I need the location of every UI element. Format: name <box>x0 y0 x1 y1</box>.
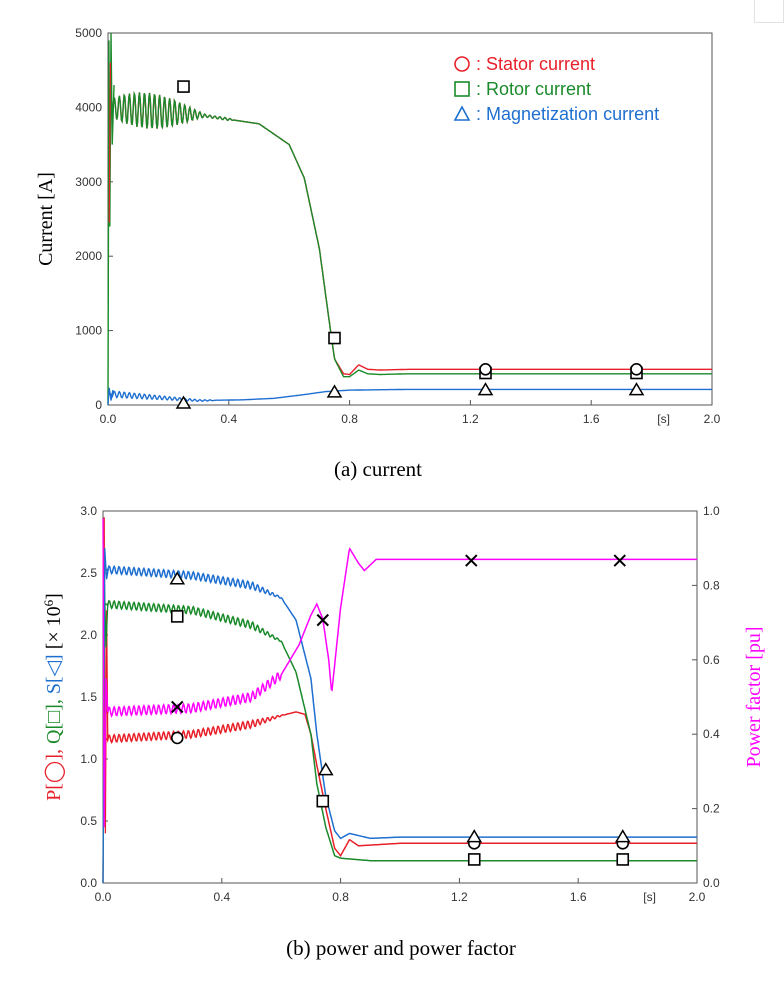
chart-current: 0.0 0.4 0.8 1.2 1.6 2.0 0 1000 2000 3000 4000 5000 [… <box>35 26 721 481</box>
marker-square <box>616 853 630 866</box>
marker-square <box>328 331 341 345</box>
marker-square <box>316 794 330 808</box>
marker-triangle <box>466 829 483 843</box>
x-tick-label: 1.2 <box>462 412 479 426</box>
marker-square <box>170 610 184 623</box>
y-axis-label-part: ◯ <box>43 761 65 783</box>
y-axis-label-part: 6 <box>41 599 56 606</box>
stator-startup-spike <box>108 62 112 223</box>
y-tick-label: 1.0 <box>80 752 97 766</box>
x-tick-label: 0.4 <box>213 890 230 904</box>
marker-triangle <box>628 382 645 396</box>
x-tick-label: 0.4 <box>220 412 237 426</box>
y-tick-label: 3000 <box>75 175 102 189</box>
marker-square <box>177 80 190 93</box>
y-axis-label-part: ◁ <box>43 660 65 676</box>
caption-a: (a) current <box>334 457 422 481</box>
marker-square <box>467 853 481 866</box>
plot-frame <box>107 32 713 406</box>
marker-triangle <box>614 829 631 843</box>
marker-triangle <box>175 395 192 409</box>
y-axis-label: Current [A] <box>35 172 57 266</box>
y2-tick-label: 0.4 <box>703 727 720 741</box>
y-tick-label: 0 <box>95 398 102 412</box>
y2-tick-label: 0.8 <box>703 578 720 592</box>
legend-label: : Stator current <box>476 54 595 74</box>
x-tick-label: 0.0 <box>95 890 112 904</box>
series-line-p <box>102 711 697 857</box>
y-axis-label-part: ], <box>43 744 65 761</box>
series-line-magnetization-current <box>107 388 712 403</box>
y2-axis-label: Power factor [pu] <box>743 626 765 767</box>
marker-circle <box>630 362 643 376</box>
y-tick-label: 3.0 <box>80 504 97 518</box>
marker-cross <box>171 700 184 714</box>
series-line-stator-current <box>107 90 712 376</box>
legend-triangle-icon <box>453 105 471 121</box>
y2-tick-label: 0.0 <box>703 876 720 890</box>
chart-power: 0.0 0.4 0.8 1.2 1.6 2.00.00.51.01.52.02.53.00… <box>41 504 766 960</box>
y-tick-label: 1000 <box>75 324 102 338</box>
y2-tick-label: 0.2 <box>703 802 720 816</box>
legend-label: : Rotor current <box>476 79 591 99</box>
y-tick-label: 0.0 <box>80 876 97 890</box>
legend-label: : Magnetization current <box>476 104 659 124</box>
marker-triangle <box>317 762 334 776</box>
y-axis-label-part: ] <box>43 649 65 661</box>
y-axis-label-part: S[ <box>43 676 65 694</box>
magnetization-startup-spike <box>107 387 114 406</box>
y2-tick-label: 1.0 <box>703 504 720 518</box>
y-tick-label: 0.5 <box>80 814 97 828</box>
marker-circle <box>170 731 184 745</box>
x-tick-label: 2.0 <box>689 890 706 904</box>
y-axis-label-part: ], <box>43 694 65 711</box>
y-axis-label-part: □ <box>43 711 65 723</box>
y-axis-label: P[◯], Q[□], S[◁] [× 106] <box>41 593 66 801</box>
y-tick-label: 2.0 <box>80 628 97 642</box>
legend-circle-icon <box>454 56 470 72</box>
series-line-power-factor <box>103 547 697 718</box>
marker-cross <box>613 554 626 567</box>
x-tick-label: 1.6 <box>570 890 587 904</box>
x-tick-label: 0.0 <box>100 412 117 426</box>
marker-cross <box>465 554 478 567</box>
marker-triangle <box>477 382 494 396</box>
y2-tick-label: 0.6 <box>703 653 720 667</box>
y-axis-label-part: ] <box>43 593 65 600</box>
x-tick-label: 1.2 <box>451 890 468 904</box>
y-axis-label-part: Q[ <box>43 723 65 744</box>
series-line-rotor-current <box>107 90 712 378</box>
y-tick-label: 2000 <box>75 249 102 263</box>
x-unit-label: [s] <box>657 412 670 426</box>
y-axis-label-part: [× 10 <box>43 606 65 649</box>
series-line-q <box>103 599 697 862</box>
marker-triangle <box>326 384 343 398</box>
legend-square-icon <box>454 81 470 97</box>
x-tick-label: 2.0 <box>704 412 721 426</box>
x-unit-label: [s] <box>643 890 656 904</box>
y-tick-label: 1.5 <box>80 690 97 704</box>
y-axis-label-part: P[ <box>43 783 65 801</box>
caption-b: (b) power and power factor <box>286 936 516 960</box>
plot-frame <box>102 510 698 884</box>
y-tick-label: 5000 <box>75 26 102 40</box>
x-tick-label: 0.8 <box>332 890 349 904</box>
x-tick-label: 0.8 <box>341 412 358 426</box>
y-tick-label: 2.5 <box>80 566 97 580</box>
marker-cross <box>316 613 329 627</box>
marker-circle <box>479 362 492 376</box>
marker-triangle <box>169 571 186 585</box>
x-tick-label: 1.6 <box>583 412 600 426</box>
series-line-s <box>103 564 697 840</box>
y-tick-label: 4000 <box>75 100 102 114</box>
pf-startup-spike <box>102 518 109 828</box>
